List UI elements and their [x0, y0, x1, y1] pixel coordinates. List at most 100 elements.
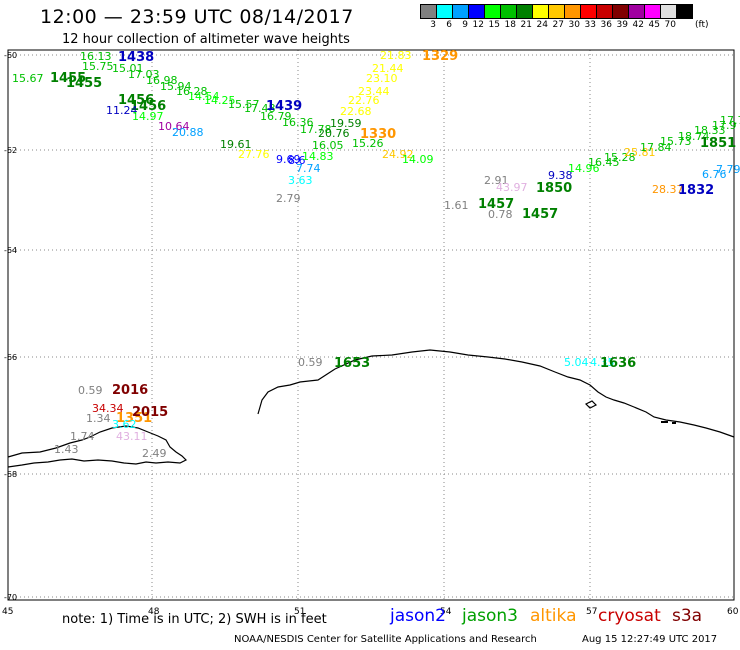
observation-label: 17.78 — [300, 123, 332, 136]
observation-label: 18.33 — [694, 124, 726, 137]
observation-label: 10.64 — [158, 120, 190, 133]
observation-label: 20.76 — [318, 127, 350, 140]
observation-label: 22.68 — [340, 105, 372, 118]
observation-label: 2.79 — [276, 192, 301, 205]
legend-label: 9 — [462, 20, 468, 30]
legend-label: 3 — [430, 20, 436, 30]
observation-label: 0.78 — [488, 208, 513, 221]
observation-label: 19.61 — [220, 138, 252, 151]
observation-label: 1455 — [50, 71, 86, 86]
observation-label: 16.98 — [146, 74, 178, 87]
observation-label: 14.25 — [204, 94, 236, 107]
observation-label: 15.75 — [82, 60, 114, 73]
observation-label: 5.04 — [564, 356, 589, 369]
observation-label: 11.24 — [106, 104, 138, 117]
lon-label: 54 — [440, 607, 452, 617]
observation-label: 1330 — [360, 127, 396, 142]
lat-label: -70 — [4, 593, 17, 602]
legend-label: 6 — [446, 20, 452, 30]
legend-label: 12 — [472, 20, 484, 30]
observation-label: 3.63 — [288, 174, 313, 187]
lat-label: -68 — [4, 470, 17, 479]
observation-label: 1439 — [266, 99, 302, 114]
observation-label: 2.91 — [484, 174, 509, 187]
observation-label: 1832 — [678, 183, 714, 198]
latitude-labels: -60 -62 -64 -66 -68 -70 — [4, 51, 17, 602]
lon-label: 57 — [586, 607, 597, 617]
observation-label: 23.44 — [358, 85, 390, 98]
observation-label: 14.09 — [402, 153, 434, 166]
observation-label: 9.38 — [548, 169, 573, 182]
lon-label: 48 — [148, 607, 160, 617]
observation-label: 7.74 — [296, 162, 321, 175]
legend-label: 24 — [536, 20, 548, 30]
footer-credit: NOAA/NESDIS Center for Satellite Applica… — [234, 634, 537, 645]
observation-label: 15.94 — [160, 80, 192, 93]
observation-label: 14.97 — [132, 110, 164, 123]
legend-label: 42 — [632, 20, 644, 30]
observation-label: 1653 — [334, 356, 370, 371]
observation-label: 1351 — [116, 411, 152, 426]
observation-label: 18.74 — [678, 130, 710, 143]
lat-label: -66 — [4, 353, 17, 362]
observation-label: 14.83 — [302, 150, 334, 163]
satellite-cryosat: cryosat — [598, 606, 661, 626]
observation-label: 15.67 — [12, 72, 44, 85]
lat-label: -64 — [4, 246, 17, 255]
satellite-jason3: jason3 — [462, 606, 518, 626]
lat-label: -60 — [4, 51, 17, 60]
graticule — [7, 50, 735, 600]
observation-label: 15.73 — [660, 135, 692, 148]
observation-label: 6.76 — [702, 168, 727, 181]
observation-label: 16.45 — [588, 156, 620, 169]
legend-label: 39 — [616, 20, 628, 30]
observation-label: 21.44 — [372, 62, 404, 75]
observation-label: 19.59 — [330, 117, 362, 130]
observation-label: 1457 — [522, 207, 558, 222]
observation-label: 9.69 — [276, 153, 301, 166]
observation-label: 1850 — [536, 181, 572, 196]
observation-label: 15.26 — [352, 137, 384, 150]
observation-label: 16.13 — [80, 50, 112, 63]
observation-label: 21.83 — [380, 49, 412, 62]
observation-label: 17.48 — [244, 102, 276, 115]
observation-label: 1.43 — [54, 443, 79, 456]
observation-label: 1329 — [422, 49, 458, 64]
legend-label: 70 — [664, 20, 676, 30]
observation-label: 16.79 — [260, 110, 292, 123]
observation-label: 25.81 — [624, 146, 656, 159]
legend-label: 21 — [520, 20, 532, 30]
satellite-s3a: s3a — [672, 606, 703, 626]
altimeter-observations: 16.13 143815.7515.0117.0316.9815.9416.281… — [12, 49, 740, 460]
legend-label: 15 — [488, 20, 500, 30]
observation-label: 17.03 — [128, 68, 160, 81]
observation-label: 43.11 — [116, 430, 148, 443]
observation-label: 15.28 — [604, 151, 636, 164]
note-text: note: 1) Time is in UTC; 2) SWH is in fe… — [62, 612, 327, 627]
lon-label: 60 — [727, 607, 739, 617]
observation-label: 16.36 — [282, 116, 314, 129]
observation-label: 1456 — [118, 93, 154, 108]
observation-label: 1457 — [478, 197, 514, 212]
legend-label: 27 — [552, 20, 564, 30]
observation-label: 2016 — [112, 383, 148, 398]
observation-label: 14.96 — [568, 162, 600, 175]
page-subtitle: 12 hour collection of altimeter wave hei… — [62, 32, 350, 47]
observation-label: 1.61 — [444, 199, 469, 212]
map-frame — [7, 49, 735, 601]
observation-label: 17.7 — [720, 114, 740, 127]
lon-label: 51 — [294, 607, 305, 617]
observation-label: 28.37 — [652, 183, 684, 196]
observation-label: 1.34 — [86, 412, 111, 425]
legend-unit: (ft) — [695, 20, 709, 30]
observation-label: 23.10 — [366, 72, 398, 85]
footer-timestamp: Aug 15 12:27:49 UTC 2017 — [582, 634, 718, 645]
legend-swatch — [676, 4, 693, 19]
observation-label: 0.59 — [298, 356, 323, 369]
observation-label: 1636 — [600, 356, 636, 371]
observation-label: 8.6 — [288, 154, 306, 167]
observation-label: 0.59 — [78, 384, 103, 397]
legend-swatches — [420, 4, 709, 19]
observation-label: 1455 — [66, 76, 102, 91]
observation-label: 3.62 — [112, 418, 137, 431]
